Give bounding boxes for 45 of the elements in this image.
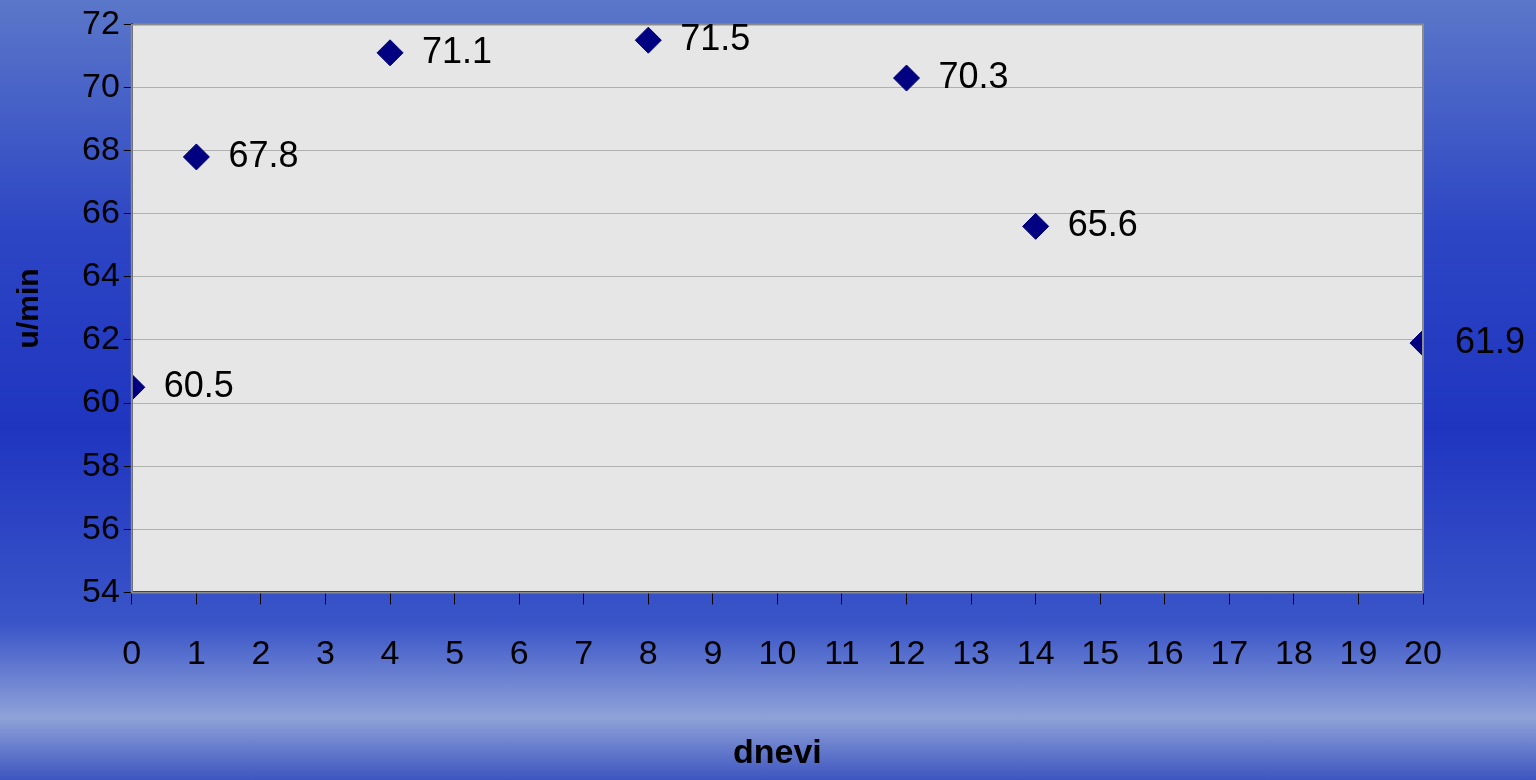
data-label: 61.9 <box>1455 320 1526 362</box>
x-tick-label: 16 <box>1145 633 1184 672</box>
x-tick-label: 4 <box>380 633 400 672</box>
y-tick-label: 68 <box>81 129 120 167</box>
x-tick-label: 13 <box>952 633 990 672</box>
y-axis-title: u/min <box>11 268 45 349</box>
x-axis-title: dnevi <box>733 731 822 770</box>
point <box>1022 212 1050 240</box>
x-tick-label: 5 <box>445 633 465 672</box>
x-tick-label: 9 <box>703 633 723 672</box>
y-tick-label: 72 <box>81 2 120 41</box>
y-tick-label: 54 <box>81 570 120 609</box>
y-tick-label: 60 <box>81 381 120 420</box>
y-tick-label: 70 <box>81 65 120 104</box>
x-tick-label: 7 <box>574 633 594 672</box>
x-tick-label: 6 <box>509 633 529 672</box>
point <box>182 143 210 171</box>
x-tick-label: 17 <box>1210 633 1249 672</box>
x-tick-label: 14 <box>1016 633 1055 672</box>
point <box>376 39 404 67</box>
x-tick-label: 3 <box>316 633 335 672</box>
data-label: 71.5 <box>680 17 751 59</box>
y-tick-label: 66 <box>81 192 120 231</box>
x-tick-label: 0 <box>122 633 142 672</box>
x-tick-label: 8 <box>638 633 658 672</box>
data-label: 60.5 <box>163 364 234 406</box>
y-tick-label: 64 <box>81 255 120 294</box>
y-tick-label: 56 <box>81 507 120 546</box>
y-tick-label: 58 <box>81 444 120 483</box>
x-tick-label: 18 <box>1274 633 1313 672</box>
data-label: 65.6 <box>1067 203 1138 245</box>
data-label: 67.8 <box>228 133 299 175</box>
point <box>893 64 921 92</box>
x-tick-label: 20 <box>1404 633 1442 672</box>
x-tick-label: 15 <box>1081 633 1120 672</box>
data-label: 70.3 <box>938 54 1009 96</box>
x-tick-label: 1 <box>186 633 206 672</box>
point <box>634 26 662 54</box>
y-tick-label: 62 <box>81 318 120 357</box>
x-tick-label: 12 <box>887 633 926 672</box>
data-label: 71.1 <box>422 29 493 71</box>
x-tick-label: 11 <box>824 633 860 672</box>
x-tick-label: 10 <box>758 633 797 672</box>
x-tick-label: 19 <box>1339 633 1378 672</box>
x-tick-label: 2 <box>251 633 271 672</box>
